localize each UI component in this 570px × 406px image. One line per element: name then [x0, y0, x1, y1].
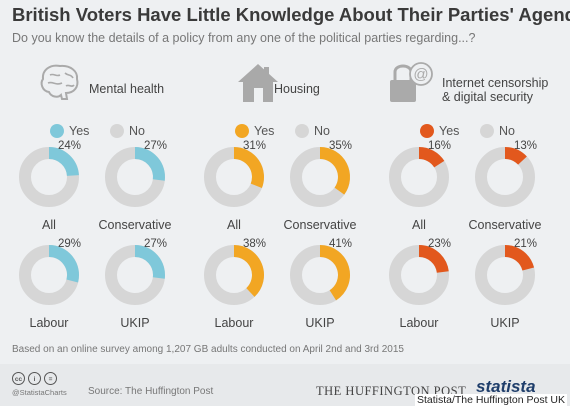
donut-yes-segment [319, 245, 350, 301]
statista-logo: statista [476, 377, 536, 396]
legend-no-label: No [129, 124, 145, 138]
party-label: Conservative [468, 218, 542, 232]
donut-chart [105, 147, 165, 207]
legend-no-swatch [110, 124, 124, 138]
donut-yes-segment [504, 245, 535, 271]
percent-label: 41% [329, 238, 353, 250]
party-label: Labour [399, 316, 439, 330]
donut-yes-segment [48, 245, 79, 283]
donut-chart [389, 147, 449, 207]
percent-label: 38% [243, 238, 267, 250]
donut-yes-segment [418, 147, 445, 168]
donut-yes-segment [134, 147, 165, 181]
party-label: All [412, 218, 426, 232]
legend-no-swatch [480, 124, 494, 138]
party-label: All [227, 218, 241, 232]
donut-chart [105, 245, 165, 305]
percent-label: 21% [514, 238, 538, 250]
donut-chart [204, 147, 264, 207]
legend-yes-label: Yes [254, 124, 275, 138]
donut-yes-segment [134, 245, 165, 279]
percent-label: 13% [514, 140, 538, 152]
party-label: All [42, 218, 56, 232]
donut-yes-segment [233, 245, 264, 297]
party-label: Labour [29, 316, 69, 330]
brain-icon [40, 64, 79, 100]
house-icon [238, 64, 278, 102]
party-label: Conservative [98, 218, 172, 232]
party-label: UKIP [305, 316, 335, 330]
donut-yes-segment [319, 147, 350, 195]
legend-yes-swatch [420, 124, 434, 138]
percent-label: 27% [144, 238, 168, 250]
donut-yes-segment [504, 147, 527, 166]
statista-handle: @StatistaCharts [12, 388, 67, 397]
donut-yes-segment [418, 245, 449, 274]
legend-no-swatch [295, 124, 309, 138]
donut-yes-segment [48, 147, 79, 177]
category-label-line: & digital security [442, 90, 534, 104]
category-label-line: Internet censorship [442, 76, 549, 90]
source-text: Source: The Huffington Post [88, 386, 214, 397]
legend-no-label: No [499, 124, 515, 138]
party-label: Conservative [283, 218, 357, 232]
person-icon: i [28, 372, 41, 385]
legend-no-label: No [314, 124, 330, 138]
percent-label: 27% [144, 140, 168, 152]
donut-chart [290, 245, 350, 305]
category-label-2: Internet censorship & digital security [442, 76, 548, 104]
chart-subtitle: Do you know the details of a policy from… [12, 31, 476, 45]
donut-chart [475, 245, 535, 305]
party-label: UKIP [490, 316, 520, 330]
donut-chart [19, 245, 79, 305]
donut-chart [290, 147, 350, 207]
lock-at-icon: @ [390, 62, 433, 102]
survey-footnote: Based on an online survey among 1,207 GB… [12, 344, 404, 355]
percent-label: 35% [329, 140, 353, 152]
svg-text:@: @ [413, 66, 428, 83]
legend-yes-swatch [50, 124, 64, 138]
category-label-1: Housing [274, 82, 320, 96]
percent-label: 24% [58, 140, 82, 152]
legend-yes-swatch [235, 124, 249, 138]
image-credit: Statista/The Huffington Post UK [414, 394, 567, 406]
percent-label: 29% [58, 238, 82, 250]
legend-yes-label: Yes [69, 124, 90, 138]
chart-title: British Voters Have Little Knowledge Abo… [12, 4, 570, 25]
donut-chart [204, 245, 264, 305]
donut-yes-segment [233, 147, 264, 189]
donut-chart [389, 245, 449, 305]
percent-label: 31% [243, 140, 267, 152]
percent-label: 23% [428, 238, 452, 250]
category-label-0: Mental health [89, 82, 165, 96]
donut-chart [475, 147, 535, 207]
party-label: Labour [214, 316, 254, 330]
donut-chart [19, 147, 79, 207]
cc-icon: cc [12, 372, 25, 385]
legend-yes-label: Yes [439, 124, 460, 138]
party-label: UKIP [120, 316, 150, 330]
equals-icon: = [44, 372, 57, 385]
percent-label: 16% [428, 140, 452, 152]
